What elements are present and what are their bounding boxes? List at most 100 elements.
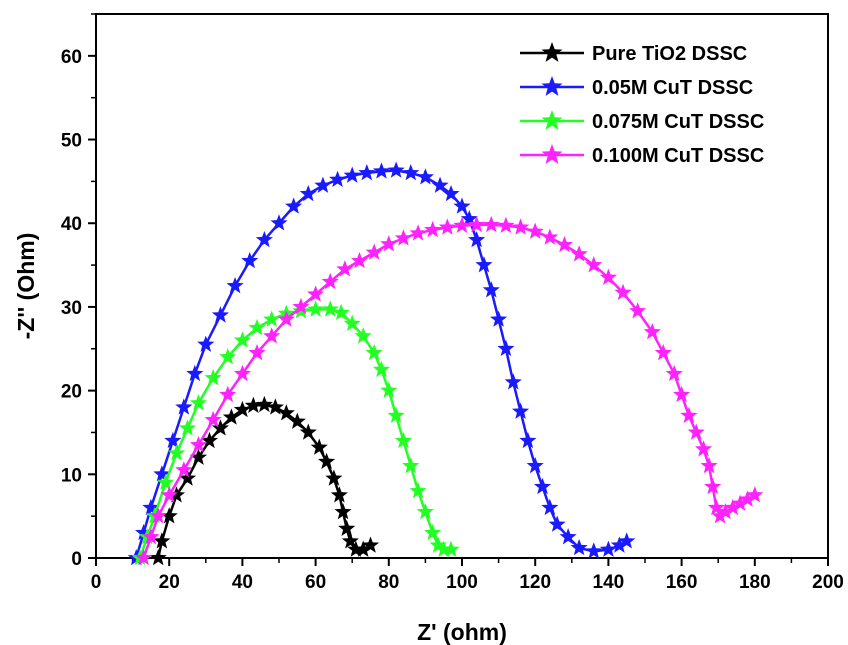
data-point [707,498,725,516]
data-point [438,218,456,235]
data-point [142,498,160,516]
data-point [711,507,729,524]
data-point [482,281,500,298]
y-axis-ticks: 0 10 20 30 40 50 60 [61,13,96,570]
x-tick-label: 0 [91,572,102,593]
data-point [512,218,530,235]
data-point [156,473,175,490]
data-point [724,498,742,516]
data-point [358,164,376,181]
y-tick-label: 50 [61,131,82,152]
legend-label: Pure TiO2 DSSC [592,43,747,65]
series-2 [127,161,636,566]
data-point [365,343,383,361]
data-point [197,335,215,352]
data-point [387,406,405,423]
data-point [350,251,369,269]
legend-label: 0.05M CuT DSSC [592,77,753,99]
data-point [329,170,347,187]
data-point [233,364,251,382]
x-tick-label: 80 [378,572,399,593]
data-point [241,251,259,269]
data-point [343,166,361,183]
data-point [142,528,160,545]
data-point [167,444,186,461]
data-point [429,536,447,553]
x-tick-label: 140 [593,572,625,593]
data-point [435,540,453,557]
data-point [222,408,240,425]
data-point [255,230,273,248]
data-point [365,243,383,260]
data-point [555,235,574,253]
data-point [288,412,306,429]
legend-item: Pure TiO2 DSSC [520,42,747,65]
data-point [665,364,683,382]
x-tick-label: 200 [812,572,844,593]
legend-label: 0.100M CuT DSSC [592,145,764,167]
data-point [325,469,343,486]
data-point [354,327,372,344]
data-point [548,515,566,532]
data-point [178,419,197,436]
x-tick-label: 40 [232,572,253,593]
data-point [468,230,486,248]
data-point [654,343,672,361]
data-point [178,469,197,486]
data-point [460,210,478,227]
y-tick-label: 10 [61,465,82,486]
x-tick-label: 100 [446,572,478,593]
data-point [149,549,167,566]
data-point [585,542,603,559]
data-point [490,310,508,327]
data-point [453,216,471,234]
data-point [394,431,412,449]
data-point [314,176,332,193]
data-point [270,214,288,231]
data-point [307,300,325,317]
data-point [211,306,229,323]
data-point [299,423,317,440]
data-point [380,381,398,398]
y-axis-label: -Z'' (Ohm) [13,233,39,340]
data-point [347,540,365,557]
data-point [248,318,266,336]
data-point [219,348,237,365]
data-point [402,164,420,181]
data-point [409,482,427,499]
data-point [504,373,522,390]
series-line [142,223,756,559]
data-point [541,228,559,245]
x-axis-ticks: 0 20 40 60 80 100 120 140 160 180 200 [91,558,844,593]
data-point [570,245,588,262]
data-point [226,277,244,294]
data-point [135,549,153,566]
data-point [277,310,295,327]
data-point [299,184,317,202]
data-point [189,394,208,411]
data-point [497,216,515,234]
data-point [442,540,460,557]
legend: Pure TiO2 DSSC 0.05M CuT DSSC 0.075M CuT D… [520,42,764,167]
x-tick-label: 120 [519,572,551,593]
data-point [372,162,391,179]
data-point [307,285,325,302]
legend-star-icon [541,42,563,62]
x-axis-label: Z' (ohm) [417,619,507,645]
data-point [285,197,303,214]
data-point [372,360,391,377]
data-point [387,161,405,178]
series-layer [127,161,764,566]
data-point [746,486,764,503]
data-point [153,465,171,482]
data-point [200,431,219,449]
data-point [673,385,691,403]
data-point [263,327,281,344]
data-point [409,224,427,241]
data-point [424,220,442,238]
data-point [482,215,500,233]
legend-star-icon [541,144,563,164]
data-point [153,532,171,549]
data-point [330,486,348,503]
